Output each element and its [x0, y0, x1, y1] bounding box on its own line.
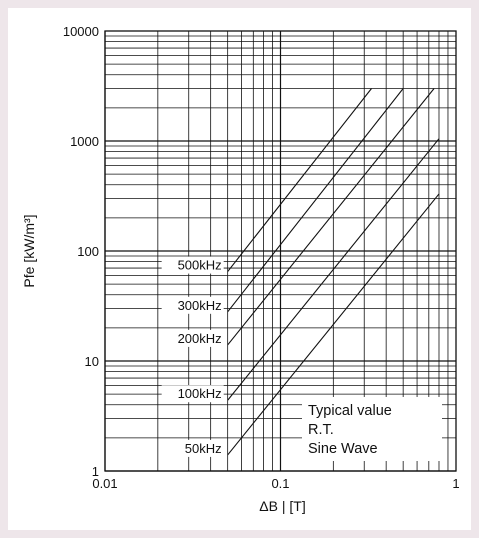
annotation-line: Sine Wave	[308, 441, 378, 457]
y-tick-label: 100	[77, 244, 99, 259]
series-label-bg	[161, 385, 224, 403]
series-label-50khz: 50kHz	[185, 441, 222, 456]
series-line-300khz	[227, 88, 404, 313]
series-label-bg	[161, 296, 224, 314]
pfe-vs-flux-chart: 500kHz 300kHz 200kHz 100kHz 50kHz 0.01 0.1 1 1 1…	[21, 24, 460, 514]
series-lines	[227, 88, 440, 456]
chart-panel: 500kHz 300kHz 200kHz 100kHz 50kHz 0.01 0.1 1 1 1…	[8, 8, 471, 530]
series-line-200khz	[227, 88, 435, 346]
y-axis-label: Pfe [kW/m³]	[21, 214, 37, 287]
x-tick-label: 0.01	[92, 476, 117, 491]
series-labels: 500kHz 300kHz 200kHz 100kHz 50kHz	[161, 256, 224, 457]
annotation-line: R.T.	[308, 422, 334, 438]
series-label-100khz: 100kHz	[178, 386, 222, 401]
y-tick-label: 1	[92, 464, 99, 479]
series-line-50khz	[227, 193, 440, 456]
x-tick-label: 1	[452, 476, 459, 491]
x-tick-label: 0.1	[271, 476, 289, 491]
y-tick-label: 1000	[70, 134, 99, 149]
series-label-bg	[161, 329, 224, 347]
tick-labels: 0.01 0.1 1 1 10 100 1000 10000	[63, 24, 460, 491]
series-label-500khz: 500kHz	[178, 258, 222, 273]
annotation-bg	[302, 397, 442, 461]
plot-frame	[104, 30, 457, 472]
series-label-bg	[161, 256, 224, 274]
series-label-300khz: 300kHz	[178, 298, 222, 313]
series-line-100khz	[227, 138, 440, 401]
y-tick-label: 10	[85, 354, 99, 369]
series-label-200khz: 200kHz	[178, 331, 222, 346]
series-line-500khz	[227, 88, 372, 272]
series-label-bg	[161, 439, 224, 457]
y-tick-label: 10000	[63, 24, 99, 39]
annotation-box: Typical value R.T. Sine Wave	[302, 397, 442, 461]
x-axis-label: ΔB | [T]	[259, 498, 305, 514]
annotation-line: Typical value	[308, 403, 392, 419]
